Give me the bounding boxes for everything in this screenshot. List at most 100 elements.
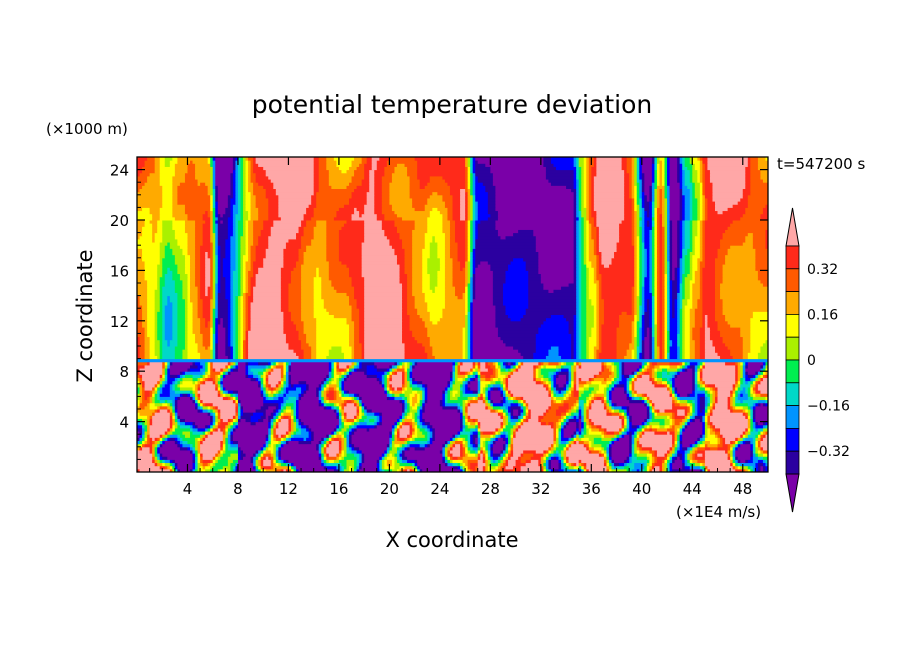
contour-cell: [709, 421, 713, 426]
contour-cell: [656, 342, 660, 347]
contour-cell: [702, 421, 706, 426]
contour-cell: [515, 364, 519, 369]
contour-cell: [573, 440, 577, 445]
contour-cell: [591, 424, 597, 429]
contour-cell: [422, 380, 448, 385]
contour-cell: [603, 462, 607, 467]
contour-cell: [326, 434, 330, 438]
contour-cell: [149, 399, 153, 404]
contour-cell: [333, 459, 340, 464]
contour-cell: [296, 468, 300, 472]
contour-cell: [356, 465, 360, 470]
contour-cell: [217, 349, 226, 353]
contour-cell: [545, 456, 549, 460]
contour-cell: [414, 377, 451, 382]
contour-cell: [243, 405, 262, 410]
contour-cell: [682, 443, 691, 448]
contour-cell: [510, 437, 514, 441]
contour-cell: [167, 465, 171, 470]
contour-cell: [649, 468, 653, 472]
contour-cell: [485, 383, 489, 388]
contour-cell: [674, 437, 678, 441]
contour-cell: [649, 418, 653, 423]
contour-cell: [475, 396, 479, 401]
contour-cell: [520, 405, 524, 410]
contour-cell: [200, 355, 211, 360]
contour-cell: [447, 459, 451, 464]
contour-cell: [237, 409, 241, 413]
contour-cell: [593, 355, 597, 360]
contour-cell: [475, 443, 479, 448]
contour-cell: [634, 431, 638, 435]
contour-cell: [308, 386, 317, 391]
contour-cell: [220, 377, 224, 382]
contour-cell: [558, 440, 562, 445]
contour-cell: [462, 402, 466, 407]
contour-cell: [462, 415, 466, 419]
contour-cell: [217, 453, 221, 457]
contour-cell: [674, 399, 678, 404]
contour-cell: [407, 405, 411, 410]
contour-cell: [177, 462, 194, 467]
contour-cell: [444, 440, 448, 445]
contour-cell: [472, 390, 479, 394]
contour-cell: [571, 339, 575, 344]
contour-cell: [735, 446, 739, 451]
contour-cell: [333, 437, 340, 441]
contour-cell: [555, 434, 559, 438]
contour-cell: [689, 412, 693, 416]
contour-cell: [757, 446, 761, 451]
contour-cell: [555, 421, 559, 426]
contour-cell: [237, 339, 241, 344]
contour-cell: [137, 349, 141, 353]
contour-cell: [255, 449, 259, 454]
contour-cell: [674, 390, 678, 394]
contour-cell: [265, 437, 269, 441]
contour-cell: [195, 446, 199, 451]
contour-cell: [636, 437, 640, 441]
contour-cell: [704, 352, 719, 356]
contour-cell: [520, 364, 534, 369]
contour-cell: [149, 424, 171, 429]
contour-cell: [311, 431, 315, 435]
contour-cell: [240, 412, 244, 416]
contour-cell: [316, 386, 320, 391]
contour-cell: [207, 427, 211, 432]
contour-cell: [152, 390, 156, 394]
contour-cell: [702, 361, 706, 366]
contour-cell: [215, 377, 219, 382]
contour-cell: [475, 427, 479, 432]
contour-cell: [765, 368, 768, 372]
contour-cell: [462, 386, 466, 391]
contour-cell: [492, 437, 496, 441]
contour-cell: [737, 437, 741, 441]
contour-cell: [730, 456, 734, 460]
contour-cell: [677, 339, 681, 344]
contour-cell: [273, 412, 277, 416]
contour-cell: [349, 339, 355, 344]
contour-cell: [755, 383, 759, 388]
contour-cell: [404, 342, 423, 347]
contour-cell: [399, 424, 403, 429]
contour-cell: [205, 427, 209, 432]
contour-cell: [263, 374, 267, 378]
contour-cell: [232, 431, 269, 435]
contour-cell: [677, 342, 681, 347]
contour-cell: [717, 443, 724, 448]
contour-cell: [646, 453, 653, 457]
contour-cell: [278, 424, 289, 429]
contour-cell: [641, 371, 645, 375]
contour-cell: [227, 437, 231, 441]
contour-cell: [162, 453, 194, 457]
contour-cell: [520, 409, 524, 413]
contour-cell: [444, 443, 448, 448]
contour-cell: [760, 402, 764, 407]
contour-cell: [755, 437, 759, 441]
contour-cell: [513, 434, 517, 438]
contour-cell: [389, 371, 393, 375]
contour-cell: [351, 440, 390, 445]
contour-cell: [462, 453, 466, 457]
contour-cell: [762, 459, 766, 464]
contour-cell: [624, 386, 628, 391]
contour-cell: [212, 412, 216, 416]
